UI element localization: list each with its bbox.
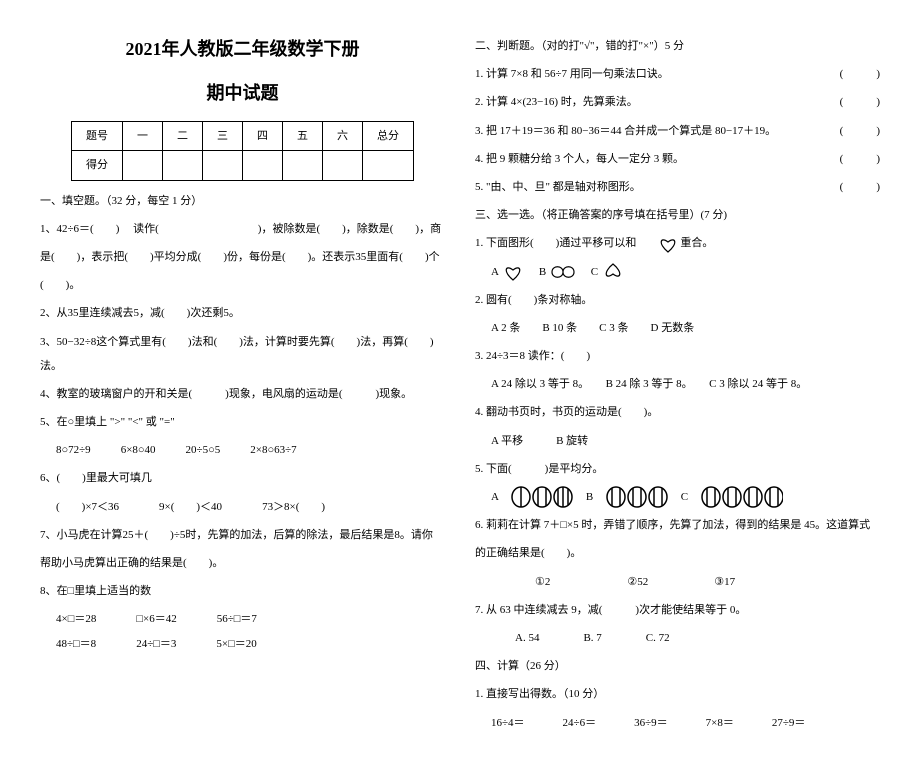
q6a: ( )×7＜36 (56, 495, 119, 519)
th-3: 三 (203, 122, 243, 151)
s3q1-options: A B C (475, 260, 880, 284)
paren: ( ) (840, 175, 880, 199)
paren: ( ) (840, 62, 880, 86)
th-4: 四 (243, 122, 283, 151)
s4q1-row: 16÷4＝ 24÷6＝ 36÷9＝ 7×8＝ 27÷9＝ (475, 711, 880, 735)
s3q5: 5. 下面( )是平均分。 (475, 457, 880, 481)
paren: ( ) (840, 119, 880, 143)
q5a: 8○72÷9 (56, 438, 91, 462)
s3q2: 2. 圆有( )条对称轴。 (475, 288, 880, 312)
ovals-c-icon (701, 486, 783, 508)
s3q4-options: A 平移 B 旋转 (475, 429, 880, 453)
q5-options: 8○72÷9 6×8○40 20÷5○5 2×8○63÷7 (40, 438, 445, 462)
s3q1c: C (591, 266, 598, 278)
q1-line3: ( )。 (40, 273, 445, 297)
th-5: 五 (283, 122, 323, 151)
th-total: 总分 (363, 122, 414, 151)
q8d: 48÷□＝8 (56, 632, 96, 656)
th-num: 题号 (72, 122, 123, 151)
s3q1: 1. 下面图形( )通过平移可以和 重合。 (475, 231, 880, 255)
q6: 6、( )里最大可填几 (40, 466, 445, 490)
q4: 4、教室的玻璃窗户的开和关是( )现象，电风扇的运动是( )现象。 (40, 382, 445, 406)
q2: 2、从35里连续减去5，减( )次还剩5。 (40, 301, 445, 325)
s2q4: 4. 把 9 颗糖分给 3 个人，每人一定分 3 颗。( ) (475, 147, 880, 171)
q8a: 4×□＝28 (56, 607, 96, 631)
s3q2-options: A 2 条 B 10 条 C 3 条 D 无数条 (475, 316, 880, 340)
q3: 3、50−32÷8这个算式里有( )法和( )法，计算时要先算( )法，再算( … (40, 330, 445, 378)
s4q1c: 36÷9＝ (634, 711, 668, 735)
q5d: 2×8○63÷7 (250, 438, 296, 462)
s3q6-line1: 6. 莉莉在计算 7＋□×5 时，弄错了顺序，先算了加法，得到的结果是 45。这… (475, 513, 880, 537)
q8e: 24÷□＝3 (136, 632, 176, 656)
s4q1e: 27÷9＝ (772, 711, 806, 735)
heart-c-icon (601, 262, 625, 282)
section-1-title: 一、填空题。（32 分，每空 1 分） (40, 189, 445, 213)
q8-row1: 4×□＝28 □×6＝42 56÷□＝7 (40, 607, 445, 631)
q7-line1: 7、小马虎在计算25＋( )÷5时，先算的加法，后算的除法，最后结果是8。请你 (40, 523, 445, 547)
section-3-title: 三、选一选。（将正确答案的序号填在括号里）(7 分) (475, 203, 880, 227)
s3q5-options: A B C (475, 485, 880, 509)
q8-row2: 48÷□＝8 24÷□＝3 5×□＝20 (40, 632, 445, 656)
score-table: 题号 一 二 三 四 五 六 总分 得分 (71, 121, 414, 180)
q1-line2: 是( )，表示把( )平均分成( )份，每份是( )。还表示35里面有( )个 (40, 245, 445, 269)
s3q3-options: A 24 除以 3 等于 8。 B 24 除 3 等于 8。 C 3 除以 24… (475, 372, 880, 396)
q6b: 9×( )＜40 (159, 495, 222, 519)
right-column: 二、判断题。（对的打"√"，错的打"×"）5 分 1. 计算 7×8 和 56÷… (475, 30, 880, 735)
s3q6-line2: 的正确结果是( )。 (475, 541, 880, 565)
s4q1a: 16÷4＝ (491, 711, 525, 735)
s3q7-options: A. 54 B. 7 C. 72 (475, 626, 880, 650)
q6c: 73＞8×( ) (262, 495, 325, 519)
th-2: 二 (163, 122, 203, 151)
heart-a-icon (501, 262, 525, 282)
section-2-title: 二、判断题。（对的打"√"，错的打"×"）5 分 (475, 34, 880, 58)
left-column: 2021年人教版二年级数学下册 期中试题 题号 一 二 三 四 五 六 总分 得… (40, 30, 445, 735)
s4q1b: 24÷6＝ (563, 711, 597, 735)
s3q1a: A (491, 266, 498, 278)
q6-options: ( )×7＜36 9×( )＜40 73＞8×( ) (40, 495, 445, 519)
q7-line2: 帮助小马虎算出正确的结果是( )。 (40, 551, 445, 575)
s3q6-options: ①2 ②52 ③17 (475, 570, 880, 594)
q8c: 56÷□＝7 (217, 607, 257, 631)
title-line1: 2021年人教版二年级数学下册 (40, 30, 445, 70)
q5: 5、在○里填上 ">" "<" 或 "=" (40, 410, 445, 434)
th-6: 六 (323, 122, 363, 151)
s3q5c: C (681, 491, 688, 503)
section-4-title: 四、计算（26 分） (475, 654, 880, 678)
ovals-a-icon (511, 486, 573, 508)
heart-icon (656, 234, 680, 254)
s2q1: 1. 计算 7×8 和 56÷7 用同一句乘法口诀。( ) (475, 62, 880, 86)
s3q4: 4. 翻动书页时，书页的运动是( )。 (475, 400, 880, 424)
s3q1b: B (539, 266, 546, 278)
s3q3: 3. 24÷3＝8 读作：( ) (475, 344, 880, 368)
heart-b-icon (549, 262, 577, 282)
q5b: 6×8○40 (121, 438, 156, 462)
s4q1: 1. 直接写出得数。（10 分） (475, 682, 880, 706)
td-score: 得分 (72, 151, 123, 180)
s4q1d: 7×8＝ (706, 711, 734, 735)
paren: ( ) (840, 147, 880, 171)
ovals-b-icon (606, 486, 668, 508)
s2q5: 5. "由、中、旦" 都是轴对称图形。( ) (475, 175, 880, 199)
s3q5a: A (491, 491, 498, 503)
s3q7: 7. 从 63 中连续减去 9，减( )次才能使结果等于 0。 (475, 598, 880, 622)
s2q2: 2. 计算 4×(23−16) 时，先算乘法。( ) (475, 90, 880, 114)
th-1: 一 (123, 122, 163, 151)
q8f: 5×□＝20 (216, 632, 256, 656)
q8: 8、在□里填上适当的数 (40, 579, 445, 603)
paren: ( ) (840, 90, 880, 114)
q1-line1: 1、42÷6＝( ) 读作( )，被除数是( )，除数是( )，商 (40, 217, 445, 241)
q5c: 20÷5○5 (186, 438, 221, 462)
s3q5b: B (586, 491, 593, 503)
s2q3: 3. 把 17＋19＝36 和 80−36＝44 合并成一个算式是 80−17＋… (475, 119, 880, 143)
q8b: □×6＝42 (136, 607, 176, 631)
title-line2: 期中试题 (40, 74, 445, 114)
